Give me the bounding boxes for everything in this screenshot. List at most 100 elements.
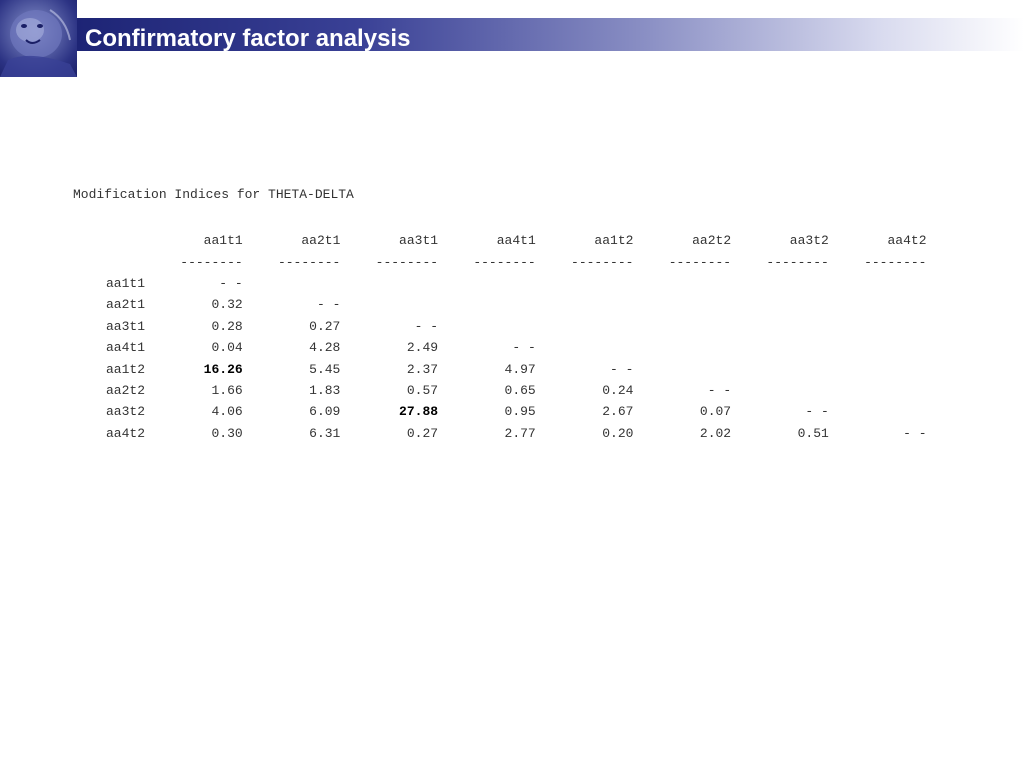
title-bar: Confirmatory factor analysis [77,18,1024,52]
separator-row: -------- -------- -------- -------- ----… [73,251,927,272]
table-cell [536,337,634,358]
row-label: aa1t2 [105,361,145,377]
highlighted-cell: 16.26 [203,361,243,377]
table-cell: - - [414,318,439,334]
table-cell: 0.28 [211,318,243,334]
column-header: aa2t1 [301,233,341,249]
table-cell [536,294,634,315]
column-header: aa4t1 [496,233,536,249]
table-cell [731,316,829,337]
table-cell: - - [219,275,243,291]
table-cell [340,273,438,294]
row-label: aa2t1 [105,297,145,313]
table-cell [731,380,829,401]
table-cell: 2.49 [406,340,439,356]
row-label: aa3t2 [105,404,145,420]
table-cell [829,401,927,422]
table-cell: 6.09 [309,404,341,420]
table-cell: 0.27 [406,425,439,441]
separator: -------- [375,254,439,270]
table-cell: - - [805,404,829,420]
separator: -------- [180,254,243,270]
table-cell [829,358,927,379]
table-cell: 2.77 [504,425,536,441]
modification-indices-table: aa1t1 aa2t1 aa3t1 aa4t1 aa1t2 aa2t2 aa3t… [73,230,927,444]
table-row: aa1t1 - - [73,273,927,294]
column-header: aa1t2 [594,233,634,249]
table-cell [731,273,829,294]
row-label: aa4t1 [105,340,145,356]
table-cell: 0.24 [602,382,634,398]
column-header: aa3t1 [399,233,439,249]
highlighted-cell: 27.88 [399,404,439,420]
column-header: aa3t2 [789,233,829,249]
table-cell [536,273,634,294]
table-row: aa4t1 0.04 4.28 2.49 - - [73,337,927,358]
separator: -------- [766,254,829,270]
row-label: aa1t1 [105,275,145,291]
column-header: aa1t1 [203,233,243,249]
table-cell: - - [707,382,732,398]
table-cell: 0.20 [602,425,634,441]
table-cell: 0.65 [504,382,536,398]
table-row: aa3t1 0.28 0.27 - - [73,316,927,337]
separator: -------- [571,254,634,270]
table-cell [243,273,341,294]
corner-cell [73,230,145,251]
table-cell: 1.83 [309,382,341,398]
table-cell [633,316,731,337]
row-label: aa2t2 [105,382,145,398]
table-cell [633,358,731,379]
table-cell: 4.06 [211,404,243,420]
table-cell: 2.67 [602,404,634,420]
table-cell: 0.07 [699,404,732,420]
table-cell [829,294,927,315]
table-cell: 2.37 [406,361,439,377]
table-cell: 0.30 [211,425,243,441]
table-row: aa2t2 1.66 1.83 0.57 0.65 0.24 - - [73,380,927,401]
table-row: aa3t2 4.06 6.09 27.88 0.95 2.67 0.07 - - [73,401,927,422]
table-cell: - - [316,297,341,313]
table-cell: 0.51 [797,425,829,441]
header-row: aa1t1 aa2t1 aa3t1 aa4t1 aa1t2 aa2t2 aa3t… [73,230,927,251]
table-cell [731,294,829,315]
table-cell: 0.27 [309,318,341,334]
table-row: aa2t1 0.32 - - [73,294,927,315]
table-row: aa4t2 0.30 6.31 0.27 2.77 0.20 2.02 0.51… [73,423,927,444]
table-cell: 4.97 [504,361,536,377]
separator: -------- [864,254,927,270]
column-header: aa2t2 [692,233,732,249]
table-cell [536,316,634,337]
lion-logo-icon [0,9,77,77]
table-cell [438,273,536,294]
table-cell [829,380,927,401]
lion-logo [0,0,77,77]
table-cell [438,294,536,315]
table-cell: 2.02 [699,425,732,441]
table-cell: - - [610,361,634,377]
column-header: aa4t2 [887,233,927,249]
table-cell: 0.57 [406,382,439,398]
table-cell [633,273,731,294]
table-cell: - - [512,340,536,356]
separator: -------- [473,254,536,270]
table-cell: 0.04 [211,340,243,356]
table-cell [829,316,927,337]
table-cell [340,294,438,315]
table-cell [633,337,731,358]
table-cell: 4.28 [309,340,341,356]
table-cell: 6.31 [309,425,341,441]
table-cell [829,273,927,294]
row-label: aa3t1 [105,318,145,334]
table-heading: Modification Indices for THETA-DELTA [73,187,354,202]
table-cell [731,358,829,379]
table-cell: 5.45 [309,361,341,377]
table-cell [829,337,927,358]
row-label: aa4t2 [105,425,145,441]
table-cell [438,316,536,337]
table-cell [633,294,731,315]
table-cell: 0.32 [211,297,243,313]
table-cell: 0.95 [504,404,536,420]
table-cell: - - [903,425,927,441]
table-cell: 1.66 [211,382,243,398]
